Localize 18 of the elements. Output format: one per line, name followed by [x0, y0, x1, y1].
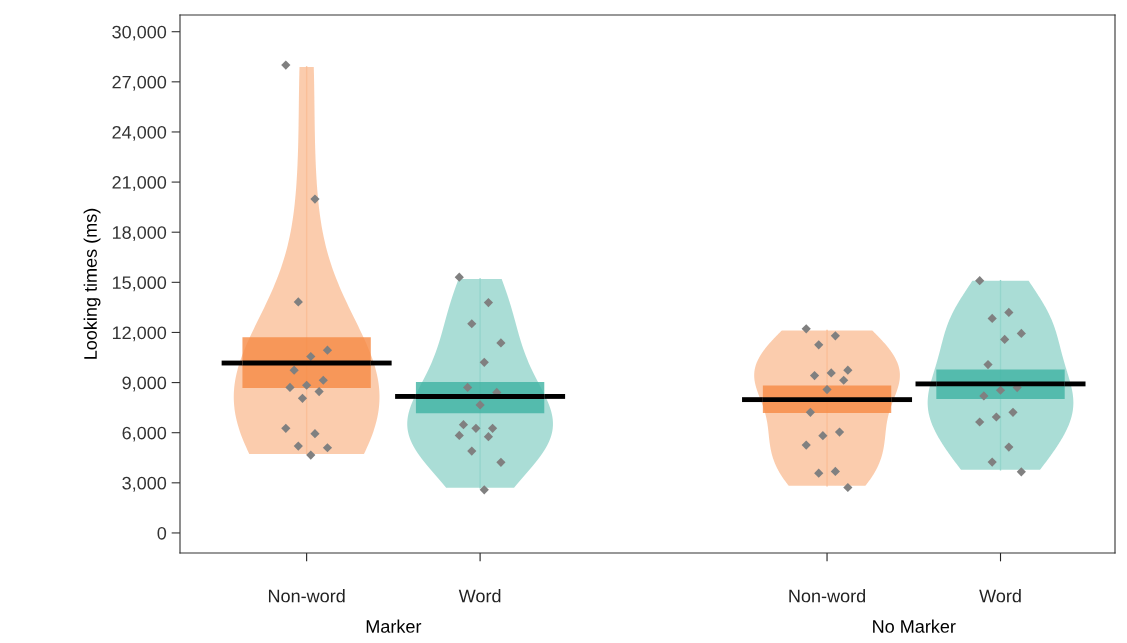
y-tick-label: 0: [157, 526, 167, 540]
y-tick-label: 12,000: [112, 326, 167, 342]
y-tick-label: 24,000: [112, 125, 167, 141]
x-tick-label: Non-word: [789, 589, 866, 603]
y-tick-label: 15,000: [112, 276, 167, 292]
text: No Marker: [873, 619, 956, 633]
text: Marker: [366, 619, 422, 633]
x-tick-label: Word: [458, 589, 501, 603]
y-tick-label: 6,000: [122, 426, 167, 442]
y-axis-title: Looking times (ms): [83, 208, 101, 359]
y-tick-label: 9,000: [122, 376, 167, 392]
y-tick-label: 27,000: [112, 75, 167, 91]
y-tick-label: 18,000: [112, 226, 167, 242]
y-tick-label: 21,000: [112, 176, 167, 191]
y-tick-label: 3,000: [122, 476, 167, 492]
x-tick-label: Non-word: [268, 589, 345, 603]
y-tick-label: 30,000: [112, 25, 167, 41]
x-tick-label: Word: [979, 589, 1021, 603]
